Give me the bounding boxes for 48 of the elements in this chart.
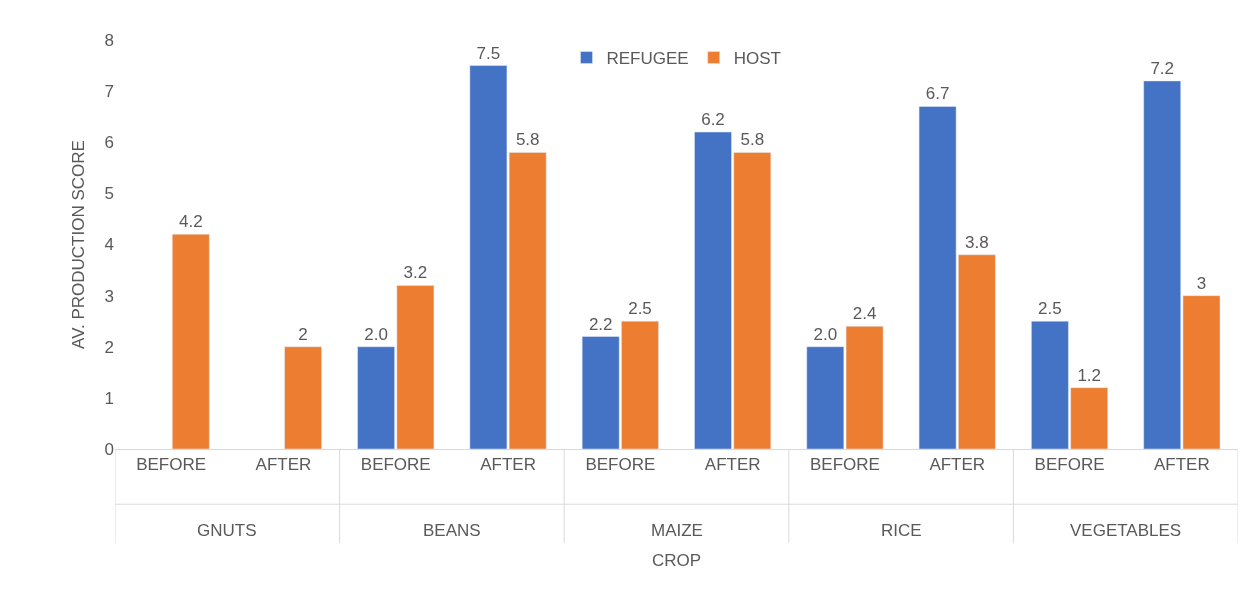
text: VEGETABLES	[1070, 521, 1182, 540]
data-label: 2.5	[1038, 299, 1062, 319]
bar	[284, 346, 322, 449]
data-label: 3.2	[403, 263, 428, 283]
data-label: 6.7	[925, 84, 950, 104]
data-label: 5.8	[740, 130, 765, 150]
data-label: 2.0	[364, 324, 388, 344]
y-tick-label: 4	[104, 235, 114, 255]
data-label: 2.5	[628, 299, 652, 319]
text: RICE	[881, 521, 922, 540]
x-tick-label: AFTER	[480, 455, 536, 475]
y-tick-label: 5	[104, 184, 114, 204]
x-tick-label: BEFORE	[585, 455, 656, 475]
data-label: 1.2	[1077, 365, 1102, 385]
bar	[172, 234, 210, 449]
x-tick-label: AFTER	[255, 455, 312, 475]
legend-label: REFUGEE	[606, 49, 689, 69]
x-tick-label: AFTER	[929, 455, 986, 475]
y-tick-label: 3	[104, 286, 114, 306]
data-label: 4.2	[178, 212, 203, 232]
x-axis-title: CROP	[651, 550, 702, 570]
data-label: 5.8	[515, 130, 540, 150]
data-label: 3	[1196, 273, 1207, 293]
data-label: 2	[298, 324, 308, 344]
x-tick-label: BEFORE	[1034, 455, 1105, 475]
y-tick-label: 6	[104, 133, 114, 153]
text: BEANS	[423, 521, 481, 540]
data-label: 2.4	[852, 304, 877, 324]
data-label: 2.2	[588, 314, 613, 334]
x-tick-label: AFTER	[1153, 455, 1210, 475]
data-label: 7.5	[476, 43, 501, 63]
data-label: 3.8	[965, 232, 989, 252]
data-label: 7.2	[1150, 58, 1175, 78]
x-tick-label: AFTER	[704, 455, 761, 475]
y-tick-label: 1	[104, 388, 114, 408]
y-axis-title: AV. PRODUCTION SCORE	[69, 140, 89, 349]
data-label: 6.2	[701, 110, 725, 130]
y-tick-label: 0	[104, 439, 114, 459]
data-label: 2.0	[813, 324, 838, 344]
y-tick-label: 7	[104, 82, 114, 102]
x-tick-label: BEFORE	[136, 455, 207, 475]
text: GNUTS	[197, 521, 257, 540]
x-tick-label: BEFORE	[810, 455, 880, 475]
y-tick-label: 8	[104, 30, 114, 50]
text: MAIZE	[651, 521, 703, 540]
y-tick-label: 2	[104, 337, 114, 357]
legend-label: HOST	[733, 49, 781, 69]
x-tick-label: BEFORE	[360, 455, 431, 475]
